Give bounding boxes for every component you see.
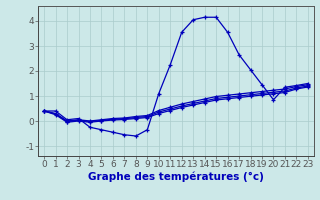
X-axis label: Graphe des températures (°c): Graphe des températures (°c) <box>88 172 264 182</box>
